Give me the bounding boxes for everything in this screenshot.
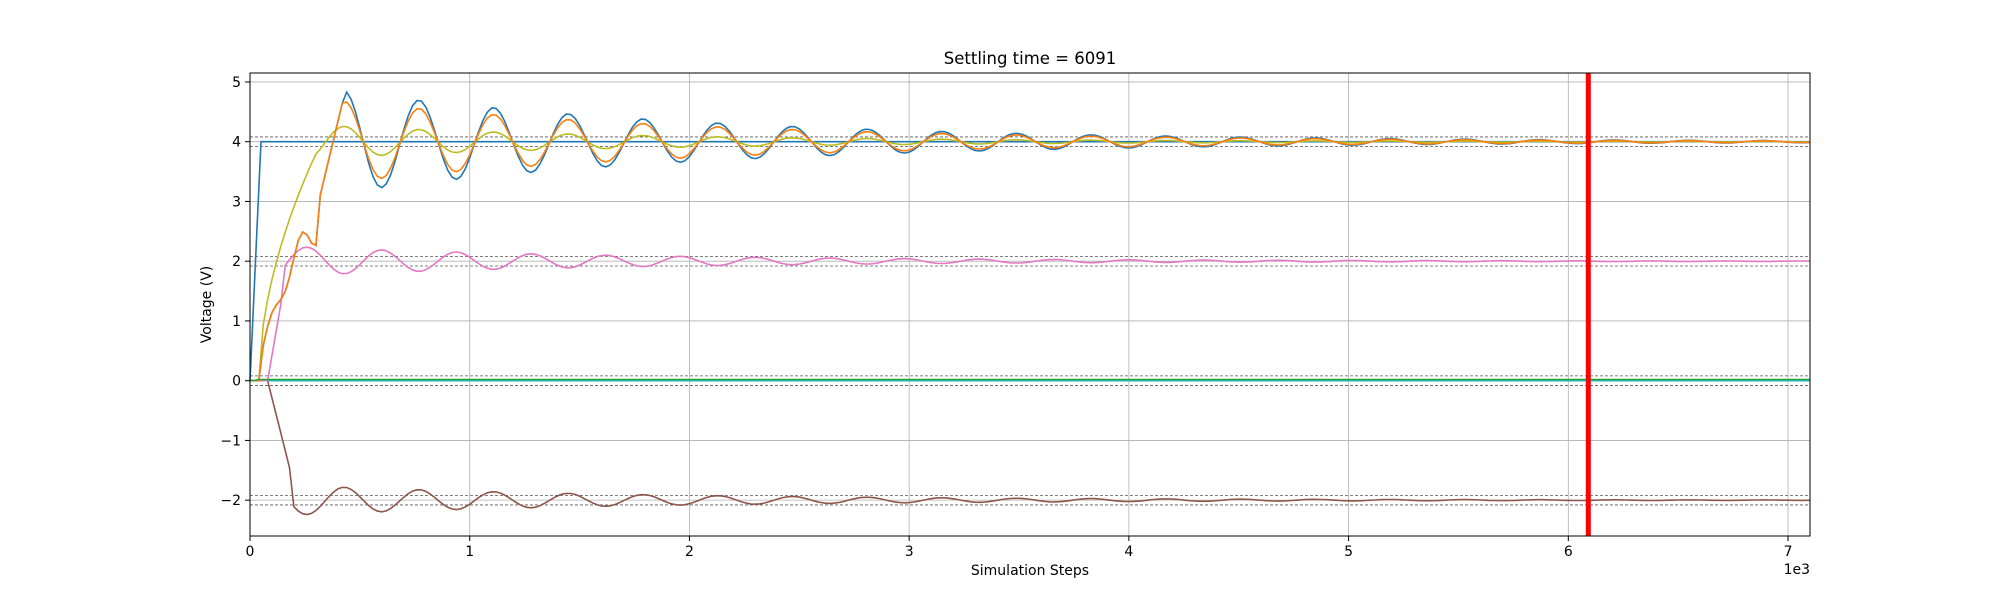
- series-line-5: [250, 378, 1810, 382]
- x-axis-ticks: 0 1 2 3 4 5 6 7: [246, 536, 1793, 560]
- y-tick-label-7: 5: [232, 75, 241, 91]
- tolerance-bands: [250, 136, 1810, 506]
- series-line-1: [250, 379, 1810, 516]
- x-tick-label-2: 2: [685, 544, 694, 560]
- x-axis-offset-label: 1e3: [1784, 562, 1810, 578]
- x-tick-label-4: 4: [1124, 544, 1133, 560]
- y-axis-ticks: −2 −1 0 1 2 3 4 5: [220, 75, 250, 509]
- x-tick-label-0: 0: [246, 544, 255, 560]
- series-lines: [250, 90, 1811, 516]
- y-tick-label-3: 1: [232, 314, 241, 330]
- series-line-0: [250, 125, 1811, 382]
- chart-title: Settling time = 6091: [944, 49, 1117, 68]
- y-tick-label-6: 4: [232, 135, 241, 151]
- series-line-4: [250, 101, 1811, 382]
- x-tick-label-1: 1: [465, 544, 474, 560]
- series-line-2: [250, 246, 1810, 382]
- x-axis-label: Simulation Steps: [971, 563, 1089, 579]
- x-tick-label-7: 7: [1784, 544, 1793, 560]
- y-tick-label-0: −2: [220, 493, 241, 509]
- x-tick-label-3: 3: [905, 544, 914, 560]
- plot-frame: [249, 72, 1811, 537]
- x-tick-label-6: 6: [1564, 544, 1573, 560]
- x-tick-label-5: 5: [1344, 544, 1353, 560]
- y-tick-label-5: 3: [232, 194, 241, 210]
- y-axis-label: Voltage (V): [199, 266, 215, 343]
- y-tick-label-4: 2: [232, 254, 241, 270]
- y-tick-label-1: −1: [220, 433, 241, 449]
- y-tick-label-2: 0: [232, 374, 241, 390]
